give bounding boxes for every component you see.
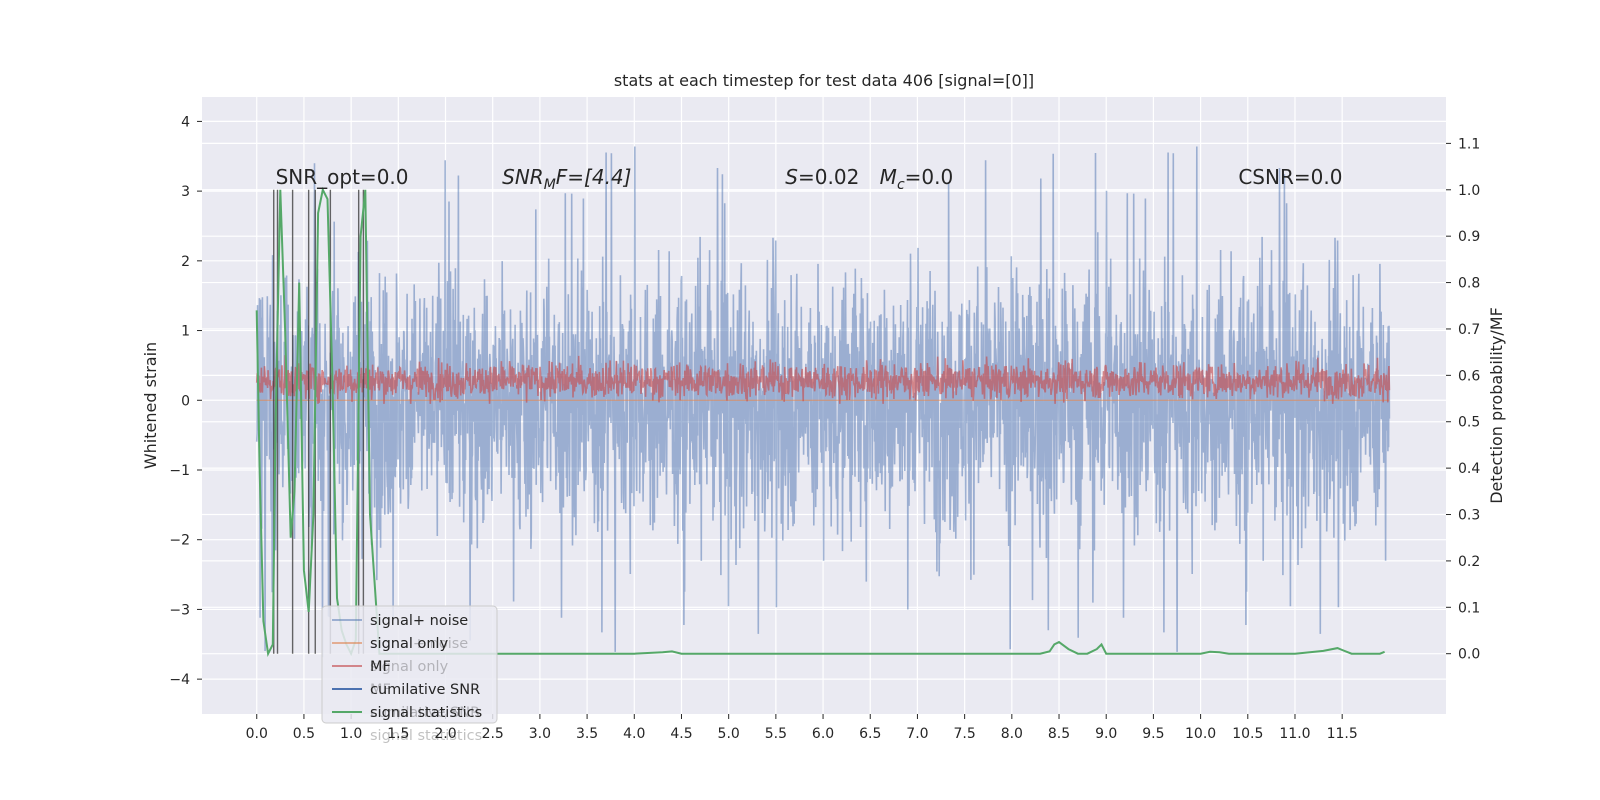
y2-tick-label: 0.0 (1458, 647, 1480, 663)
y-tick-label: −4 (169, 672, 190, 688)
y-tick-label: 0 (181, 393, 190, 409)
series-layer (255, 146, 1391, 658)
annotation-snr-opt: SNR_opt=0.0 (276, 165, 409, 189)
x-tick-label: 4.0 (623, 726, 645, 742)
y-tick-label: 1 (181, 324, 190, 340)
x-tick-label: 10.0 (1185, 726, 1216, 742)
x-tick-label: 2.5 (482, 726, 504, 742)
annotation-s-post: =0.02 (798, 165, 859, 189)
x-tick-label: 10.5 (1232, 726, 1263, 742)
legend-label: signal statistics (370, 705, 482, 721)
x-tick-label: 3.5 (576, 726, 598, 742)
x-tick-label: 8.5 (1048, 726, 1070, 742)
x-tick-label: 11.5 (1327, 726, 1358, 742)
y-tick-label: 2 (181, 254, 190, 270)
x-tick-label: 5.5 (765, 726, 787, 742)
annotation-mc: Mc=0.0 (880, 165, 954, 193)
x-tick-label: 0.5 (293, 726, 315, 742)
series-signal-noise (255, 146, 1391, 658)
legend-ghost-label: signal statistics (370, 728, 482, 744)
x-tick-label: 0.0 (246, 726, 268, 742)
x-tick-label: 1.0 (340, 726, 362, 742)
x-tick-label: 9.5 (1142, 726, 1164, 742)
y-axis-label: Whitened strain (141, 342, 160, 469)
annotation-snr-mf: SNRMF=[4.4] (502, 165, 631, 193)
y-tick-label: −1 (169, 463, 190, 479)
legend-label: signal+ noise (370, 613, 468, 629)
y-tick-label: −2 (169, 533, 190, 549)
legend-label: MF (370, 659, 391, 675)
x-tick-label: 8.0 (1001, 726, 1023, 742)
y2-tick-label: 1.1 (1458, 136, 1480, 152)
y-tick-label: −3 (169, 602, 190, 618)
y2-tick-label: 0.6 (1458, 368, 1480, 384)
y2-tick-label: 0.8 (1458, 276, 1480, 292)
y2-tick-label: 0.1 (1458, 600, 1480, 616)
y2-tick-label: 0.9 (1458, 229, 1480, 245)
x-tick-label: 4.5 (670, 726, 692, 742)
chart-title: stats at each timestep for test data 406… (614, 71, 1034, 90)
legend-label: signal only (370, 636, 449, 652)
series-mf (255, 355, 1391, 404)
x-tick-label: 9.0 (1095, 726, 1117, 742)
x-tick-label: 5.0 (718, 726, 740, 742)
annotation-s: S=0.02 (785, 165, 859, 189)
legend-label: cumilative SNR (370, 682, 480, 698)
annotation-mc-pre: M (880, 165, 897, 189)
x-tick-label: 3.0 (529, 726, 551, 742)
annotation-snr-mf-sub: M (544, 177, 556, 193)
y2-axis-label: Detection probability/MF (1487, 307, 1506, 504)
x-tick-label: 6.5 (859, 726, 881, 742)
annotation-mc-post: =0.0 (905, 165, 954, 189)
legend-ghost-label: MF (370, 682, 391, 698)
y2-tick-label: 0.2 (1458, 554, 1480, 570)
series-signal-statistics (255, 186, 1385, 657)
x-tick-label: 2.0 (434, 726, 456, 742)
legend-ghost-label: signal only (370, 659, 449, 675)
y2-tick-label: 0.3 (1458, 508, 1480, 524)
legend-ghost-label: signal+ noise (370, 636, 468, 652)
x-tick-label: 6.0 (812, 726, 834, 742)
y2-tick-label: 0.7 (1458, 322, 1480, 338)
legend-ghost-label: cumilative SNR (370, 705, 480, 721)
annotation-mc-sub: c (897, 177, 905, 193)
x-tick-label: 1.5 (387, 726, 409, 742)
axes-layer: 0.0 0.5 1.0 1.5 2.0 2.5 3.0 3.5 4.0 4.5 5.0 5.5 6.0 6… (169, 114, 1480, 742)
y-tick-label: 4 (181, 114, 190, 130)
annotation-snr-mf-post-f: F=[4.4] (556, 165, 632, 189)
x-tick-label: 11.0 (1279, 726, 1310, 742)
y2-tick-label: 0.4 (1458, 461, 1480, 477)
y-tick-label: 3 (181, 184, 190, 200)
annotation-csnr: CSNR=0.0 (1238, 165, 1342, 189)
annotation-snr-mf-pre: SNR (502, 165, 544, 189)
y2-tick-label: 1.0 (1458, 183, 1480, 199)
x-tick-label: 7.5 (954, 726, 976, 742)
legend-box (321, 605, 498, 724)
y2-tick-label: 0.5 (1458, 415, 1480, 431)
annotation-s-pre: S (785, 165, 798, 189)
x-tick-label: 7.0 (906, 726, 928, 742)
